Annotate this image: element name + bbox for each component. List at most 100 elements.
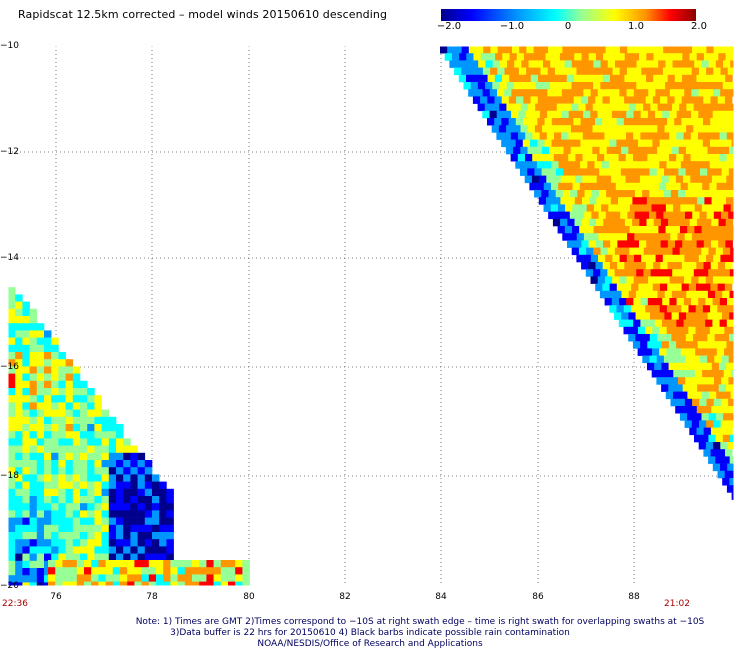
wind-cell xyxy=(721,377,729,385)
wind-cell xyxy=(36,352,45,360)
wind-cell xyxy=(127,581,135,586)
wind-cell xyxy=(80,532,88,540)
wind-cell xyxy=(612,67,620,76)
wind-cell xyxy=(166,524,174,533)
wind-cell xyxy=(22,409,30,418)
wind-cell xyxy=(620,190,628,198)
wind-cell xyxy=(731,182,734,191)
wind-cell xyxy=(701,82,709,90)
wind-cell xyxy=(51,380,59,389)
wind-cell xyxy=(130,510,138,518)
wind-cell xyxy=(123,445,131,454)
wind-cell xyxy=(549,103,558,112)
wind-cell xyxy=(87,539,95,547)
wind-cell xyxy=(559,53,568,61)
wind-cell xyxy=(649,190,657,198)
wind-cell xyxy=(692,46,700,54)
wind-cell xyxy=(724,118,733,126)
wind-cell xyxy=(656,190,664,198)
wind-cell xyxy=(578,247,587,256)
wind-cell xyxy=(630,326,639,335)
lon-label-76: 76 xyxy=(50,592,62,602)
wind-cell xyxy=(692,211,700,220)
wind-cell xyxy=(724,470,733,479)
wind-cell xyxy=(681,262,690,270)
wind-cell xyxy=(137,517,146,526)
wind-cell xyxy=(511,110,519,119)
wind-cell xyxy=(626,254,635,263)
wind-cell xyxy=(621,103,630,112)
wind-cell xyxy=(101,539,110,547)
wind-cell xyxy=(694,226,702,234)
wind-cell xyxy=(22,388,30,396)
wind-cell xyxy=(549,125,557,133)
wind-cell xyxy=(683,132,692,140)
wind-cell xyxy=(8,553,16,562)
wind-cell xyxy=(703,118,711,126)
wind-cell xyxy=(676,154,684,162)
wind-cell xyxy=(541,168,550,176)
wind-cell xyxy=(72,546,81,554)
wind-cell xyxy=(87,445,95,454)
wind-cell xyxy=(220,567,229,575)
wind-cell xyxy=(144,460,153,468)
wind-cell xyxy=(477,103,486,112)
wind-cell xyxy=(65,366,74,374)
wind-cell xyxy=(22,474,30,482)
wind-cell xyxy=(594,182,602,191)
wind-cell xyxy=(647,298,656,306)
wind-cell xyxy=(612,233,621,241)
wind-cell xyxy=(693,312,701,320)
wind-cell xyxy=(482,89,491,97)
wind-cell xyxy=(712,463,721,472)
wind-cell xyxy=(144,474,153,482)
wind-cell xyxy=(518,89,527,97)
wind-cell xyxy=(717,326,725,335)
wind-cell xyxy=(29,481,38,490)
wind-cell xyxy=(679,60,688,68)
wind-cell xyxy=(719,341,727,349)
wind-cell xyxy=(694,391,703,400)
wind-cell xyxy=(22,445,30,454)
wind-cell xyxy=(589,175,597,184)
wind-cell xyxy=(22,330,30,338)
wind-cell xyxy=(513,125,521,133)
wind-cell xyxy=(585,82,594,90)
wind-cell xyxy=(603,53,611,61)
wind-cell xyxy=(712,341,720,349)
wind-cell xyxy=(674,139,682,148)
wind-cell xyxy=(536,161,545,169)
wind-cell xyxy=(717,449,726,457)
wind-cell xyxy=(653,74,661,83)
wind-cell xyxy=(719,132,728,140)
wind-cell xyxy=(704,384,712,392)
wind-cell xyxy=(669,276,678,284)
wind-cell xyxy=(8,431,16,439)
wind-cell xyxy=(676,132,684,140)
wind-cell xyxy=(637,326,646,335)
wind-cell xyxy=(44,344,52,353)
wind-cell xyxy=(575,110,584,119)
wind-cell xyxy=(704,175,713,184)
wind-cell xyxy=(626,276,634,284)
wind-cell xyxy=(713,442,721,450)
wind-cell xyxy=(454,46,462,54)
wind-cell xyxy=(489,110,497,119)
wind-cell xyxy=(137,539,146,547)
wind-cell xyxy=(519,46,527,54)
wind-cell xyxy=(586,60,594,68)
wind-cell xyxy=(518,67,527,76)
wind-cell xyxy=(101,445,110,454)
wind-cell xyxy=(559,96,567,104)
wind-cell xyxy=(15,481,23,490)
wind-cell xyxy=(51,481,59,490)
wind-cell xyxy=(701,226,710,234)
wind-cell xyxy=(582,154,591,162)
wind-cell xyxy=(494,118,502,126)
wind-cell xyxy=(635,168,643,176)
wind-cell xyxy=(713,398,722,407)
wind-cell xyxy=(599,125,608,133)
wind-cell xyxy=(651,226,659,234)
wind-cell xyxy=(15,460,23,468)
wind-cell xyxy=(177,574,186,582)
